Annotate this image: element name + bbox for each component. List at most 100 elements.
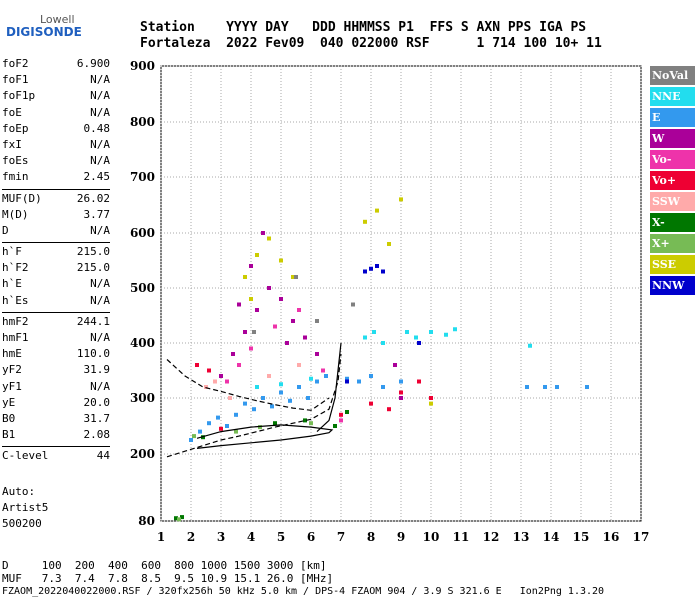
param-row: foEp 0.48 (2, 121, 110, 137)
param-label: h`F2 (2, 261, 29, 275)
param-value: N/A (90, 89, 110, 103)
data-point (291, 319, 295, 323)
data-point (399, 390, 403, 395)
param-row: yF2 31.9 (2, 362, 110, 378)
legend-item-ssw: SSW (650, 192, 695, 211)
data-point (303, 335, 307, 340)
param-row: foE N/A (2, 105, 110, 121)
data-point (417, 379, 421, 384)
data-point (279, 390, 283, 395)
legend: NoVal NNE E W Vo- Vo+ SSW X- X+ SSE NNW (650, 66, 695, 297)
data-point (363, 269, 367, 274)
legend-item-nnw: NNW (650, 276, 695, 295)
param-label: M(D) (2, 207, 29, 221)
data-point (345, 379, 349, 384)
data-point (288, 398, 292, 403)
data-point (315, 319, 319, 323)
data-point (249, 346, 253, 351)
data-point (198, 429, 202, 434)
data-point (339, 418, 343, 423)
x-tick-label: 9 (397, 530, 405, 544)
data-point (387, 407, 391, 412)
param-separator (2, 242, 110, 244)
param-value: 44 (96, 449, 110, 463)
data-point (381, 385, 385, 389)
logo-lowell: Lowell (40, 13, 75, 26)
data-point (585, 385, 589, 389)
param-label: yE (2, 395, 16, 409)
param-value: N/A (90, 223, 110, 237)
x-tick-label: 1 (157, 530, 165, 544)
data-point (375, 264, 379, 268)
y-tick-label: 80 (138, 514, 155, 528)
data-point (555, 385, 559, 389)
data-point (285, 341, 289, 345)
data-point (543, 385, 547, 389)
param-row: foEs N/A (2, 153, 110, 169)
plot-area (160, 65, 642, 522)
x-tick-label: 14 (543, 530, 560, 544)
y-tick-label: 800 (130, 115, 155, 129)
data-point (381, 341, 385, 345)
data-point (345, 410, 349, 414)
data-point (399, 197, 403, 202)
data-point (309, 421, 313, 426)
x-tick-label: 16 (603, 530, 620, 544)
data-point (207, 421, 211, 426)
data-point (255, 308, 259, 312)
param-label: h`Es (2, 293, 29, 307)
param-row: B0 31.7 (2, 411, 110, 427)
param-value: N/A (90, 154, 110, 168)
data-point (453, 327, 457, 332)
data-point (294, 275, 298, 279)
data-point (225, 379, 229, 384)
data-point (234, 429, 238, 434)
param-row: hmF1 N/A (2, 330, 110, 346)
auto-code: 500200 (2, 517, 42, 530)
data-point (204, 385, 208, 389)
data-point (405, 330, 409, 334)
data-point (273, 324, 277, 329)
x-tick-label: 7 (337, 530, 345, 544)
data-point (261, 231, 265, 235)
param-value: 3.77 (83, 207, 111, 221)
data-point (369, 266, 373, 271)
param-row: yF1 N/A (2, 379, 110, 395)
data-point (315, 352, 319, 356)
data-point (279, 258, 283, 263)
logo-digisonde: DIGISONDE (6, 25, 82, 39)
param-label: foEp (2, 121, 29, 135)
data-point (369, 374, 373, 378)
param-label: yF1 (2, 379, 22, 393)
param-label: hmF2 (2, 314, 29, 328)
data-point (399, 379, 403, 384)
data-point (180, 515, 184, 520)
data-point (309, 376, 313, 381)
param-row: C-level 44 (2, 448, 110, 464)
y-tick-label: 700 (130, 170, 155, 184)
x-tick-label: 15 (573, 530, 590, 544)
data-point (255, 253, 259, 257)
data-point (192, 434, 196, 439)
data-point (306, 396, 310, 400)
y-tick-label: 300 (130, 391, 155, 405)
data-point (267, 236, 271, 241)
data-point (417, 341, 421, 345)
data-point (267, 286, 271, 290)
param-row: M(D) 3.77 (2, 207, 110, 223)
param-label: h`F (2, 245, 22, 259)
param-label: foF1 (2, 73, 29, 87)
data-point (429, 330, 433, 334)
data-point (243, 401, 247, 406)
data-point (525, 385, 529, 389)
data-point (177, 517, 181, 522)
data-point (303, 418, 307, 423)
data-point (297, 363, 301, 367)
param-value: 215.0 (76, 245, 110, 259)
param-row: hmF2 244.1 (2, 314, 110, 330)
param-row: h`F2 215.0 (2, 260, 110, 276)
x-tick-label: 5 (277, 530, 285, 544)
legend-item-noval: NoVal (650, 66, 695, 85)
data-point (219, 426, 223, 431)
